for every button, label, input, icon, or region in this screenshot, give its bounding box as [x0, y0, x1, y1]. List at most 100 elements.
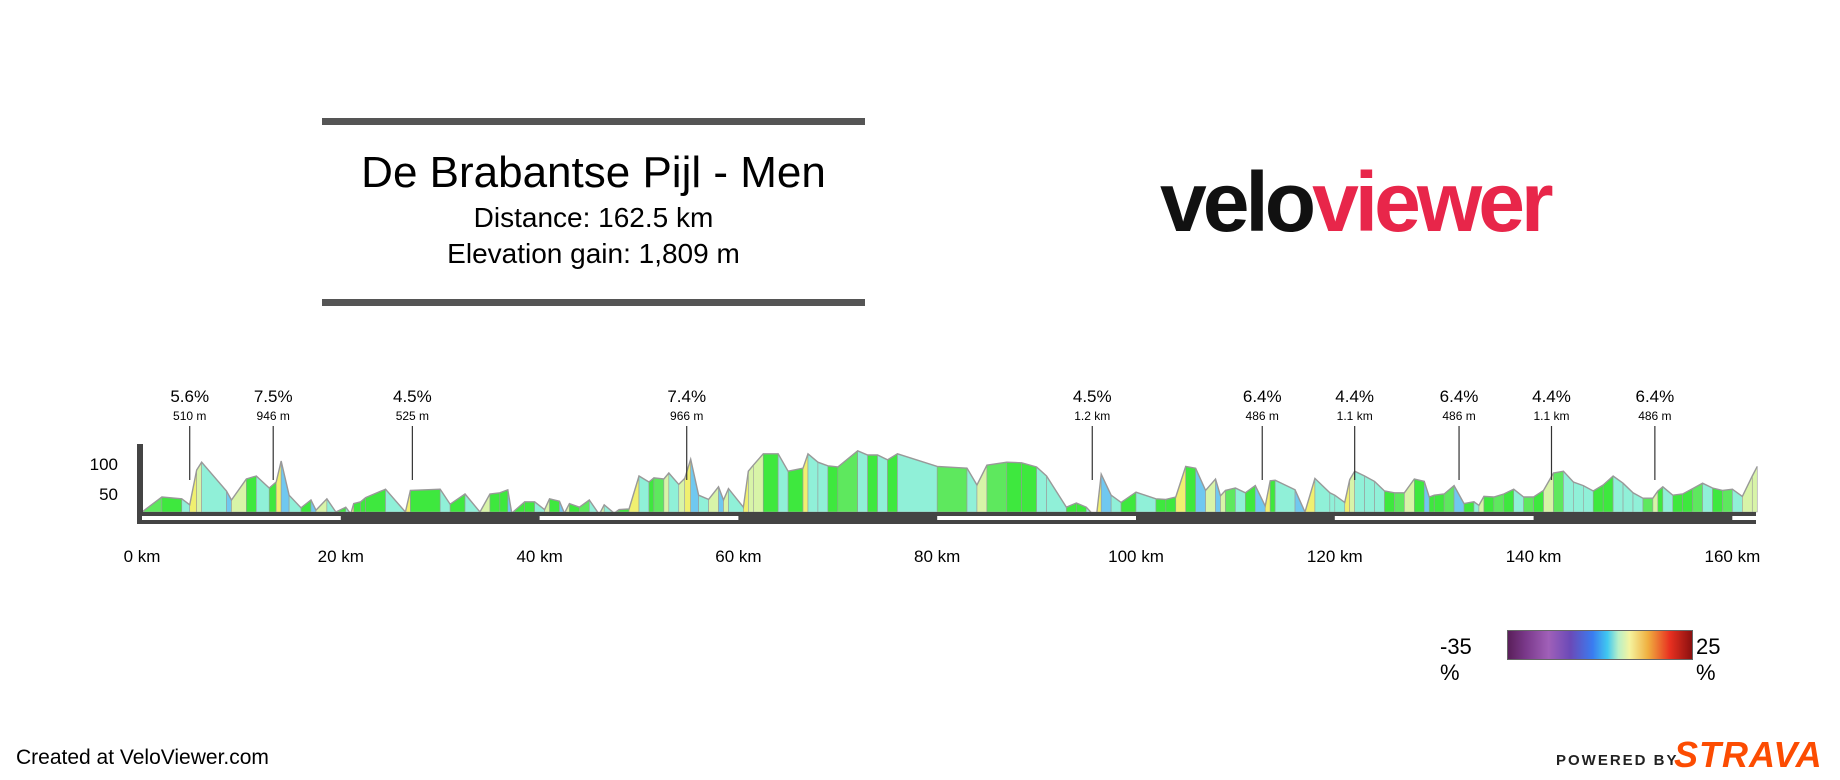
profile-segment	[867, 454, 878, 513]
distance-text: Distance: 162.5 km	[473, 202, 714, 233]
profile-segment	[1592, 484, 1604, 513]
powered-by-label: POWERED BY	[1556, 752, 1679, 769]
profile-segment	[887, 453, 898, 513]
profile-segment	[1682, 488, 1693, 513]
climb-gradient-label: 4.5%	[1073, 387, 1112, 406]
profile-segment	[161, 496, 183, 513]
x-tick-label: 160 km	[1705, 547, 1761, 566]
profile-segment	[807, 453, 819, 513]
y-tick-label: 100	[90, 455, 118, 474]
climb-gradient-label: 7.4%	[667, 387, 706, 406]
profile-segment	[1185, 466, 1196, 513]
climb-length-label: 1.1 km	[1533, 409, 1569, 423]
title-top-rule	[322, 118, 865, 125]
distance-stripe	[539, 516, 739, 520]
climb-gradient-label: 4.5%	[393, 387, 432, 406]
strava-logo: STRAVA	[1674, 734, 1823, 775]
profile-segment	[966, 467, 978, 513]
logo-velo: velo	[1160, 155, 1316, 249]
climb-length-label: 486 m	[1246, 409, 1279, 423]
profile-segment	[986, 461, 1008, 513]
profile-segment	[877, 454, 888, 513]
title-box: De Brabantse Pijl - Men Distance: 162.5 …	[322, 118, 865, 308]
profile-segment	[936, 466, 968, 513]
x-tick-label: 80 km	[914, 547, 960, 566]
profile-segment	[837, 450, 858, 513]
profile-segment	[1553, 470, 1564, 513]
profile-segment	[1364, 475, 1375, 513]
climb-gradient-label: 6.4%	[1635, 387, 1674, 406]
climb-gradient-label: 7.5%	[254, 387, 293, 406]
distance-stripe	[937, 516, 1136, 520]
profile-segment	[708, 485, 719, 513]
logo-viewer: viewer	[1312, 155, 1554, 249]
climb-gradient-label: 4.4%	[1335, 387, 1374, 406]
profile-segment	[976, 465, 988, 513]
profile-segment	[489, 492, 501, 513]
profile-segment	[897, 453, 938, 513]
profile-segment	[827, 465, 839, 513]
climb-length-label: 486 m	[1442, 409, 1475, 423]
profile-segment	[410, 488, 441, 513]
x-tick-label: 60 km	[715, 547, 761, 566]
profile-segment	[1269, 479, 1276, 513]
x-tick-label: 120 km	[1307, 547, 1363, 566]
profile-segment	[1006, 461, 1022, 513]
x-tick-label: 0 km	[124, 547, 161, 566]
climb-gradient-label: 5.6%	[170, 387, 209, 406]
profile-segment	[1021, 462, 1037, 513]
profile-segment	[1334, 494, 1346, 513]
profile-segment	[653, 477, 665, 513]
climb-gradient-label: 4.4%	[1532, 387, 1571, 406]
profile-segment	[524, 501, 535, 513]
page-title: De Brabantse Pijl - Men	[361, 148, 826, 197]
y-tick-label: 50	[99, 485, 118, 504]
climb-length-label: 525 m	[396, 409, 429, 423]
x-tick-label: 20 km	[318, 547, 364, 566]
profile-segment	[1672, 493, 1683, 513]
climb-length-label: 966 m	[670, 409, 703, 423]
profile-segment	[1314, 477, 1331, 513]
x-tick-label: 40 km	[516, 547, 562, 566]
y-axis-bar	[137, 444, 143, 524]
climb-gradient-label: 6.4%	[1440, 387, 1479, 406]
x-tick-label: 100 km	[1108, 547, 1164, 566]
climb-length-label: 510 m	[173, 409, 206, 423]
elevation-gain-text: Elevation gain: 1,809 m	[447, 238, 740, 269]
profile-segment	[1712, 487, 1723, 513]
profile-segment	[1110, 494, 1122, 513]
profile-segment	[231, 478, 247, 513]
profile-segment	[246, 475, 257, 513]
profile-segment	[817, 461, 829, 513]
climb-length-label: 1.2 km	[1074, 409, 1110, 423]
veloviewer-logo: veloviewer	[1160, 160, 1554, 244]
profile-segment	[1642, 497, 1654, 513]
profile-segment	[365, 488, 386, 513]
profile-segment	[1483, 496, 1495, 513]
scale-max-label: 25 %	[1696, 634, 1721, 685]
profile-segment	[1384, 490, 1395, 513]
created-at-link[interactable]: Created at VeloViewer.com	[16, 746, 269, 769]
profile-segment	[762, 453, 779, 513]
profile-segment	[1354, 470, 1365, 513]
profile-segment	[648, 477, 655, 513]
climb-length-label: 1.1 km	[1337, 409, 1373, 423]
profile-segment	[787, 467, 804, 513]
title-bottom-rule	[322, 299, 865, 306]
profile-segment	[1433, 493, 1445, 513]
profile-segment	[1722, 488, 1733, 513]
climb-gradient-label: 6.4%	[1243, 387, 1282, 406]
profile-segment	[1573, 481, 1584, 513]
profile-segment	[499, 489, 509, 513]
x-tick-label: 140 km	[1506, 547, 1562, 566]
elevation-profile-chart: 50 100 0 km 20 km 40 km 60 km 80 km 100 km 120 k…	[90, 387, 1761, 566]
profile-segment	[1155, 498, 1167, 513]
distance-stripe	[1732, 516, 1758, 520]
profile-segment	[1329, 492, 1336, 513]
profile-segment	[1414, 478, 1425, 513]
profile-segment	[1404, 478, 1415, 513]
profile-segment	[1394, 492, 1405, 513]
profile-outline	[141, 449, 1758, 520]
profile-segment	[723, 488, 729, 513]
profile-segment	[1195, 468, 1206, 513]
